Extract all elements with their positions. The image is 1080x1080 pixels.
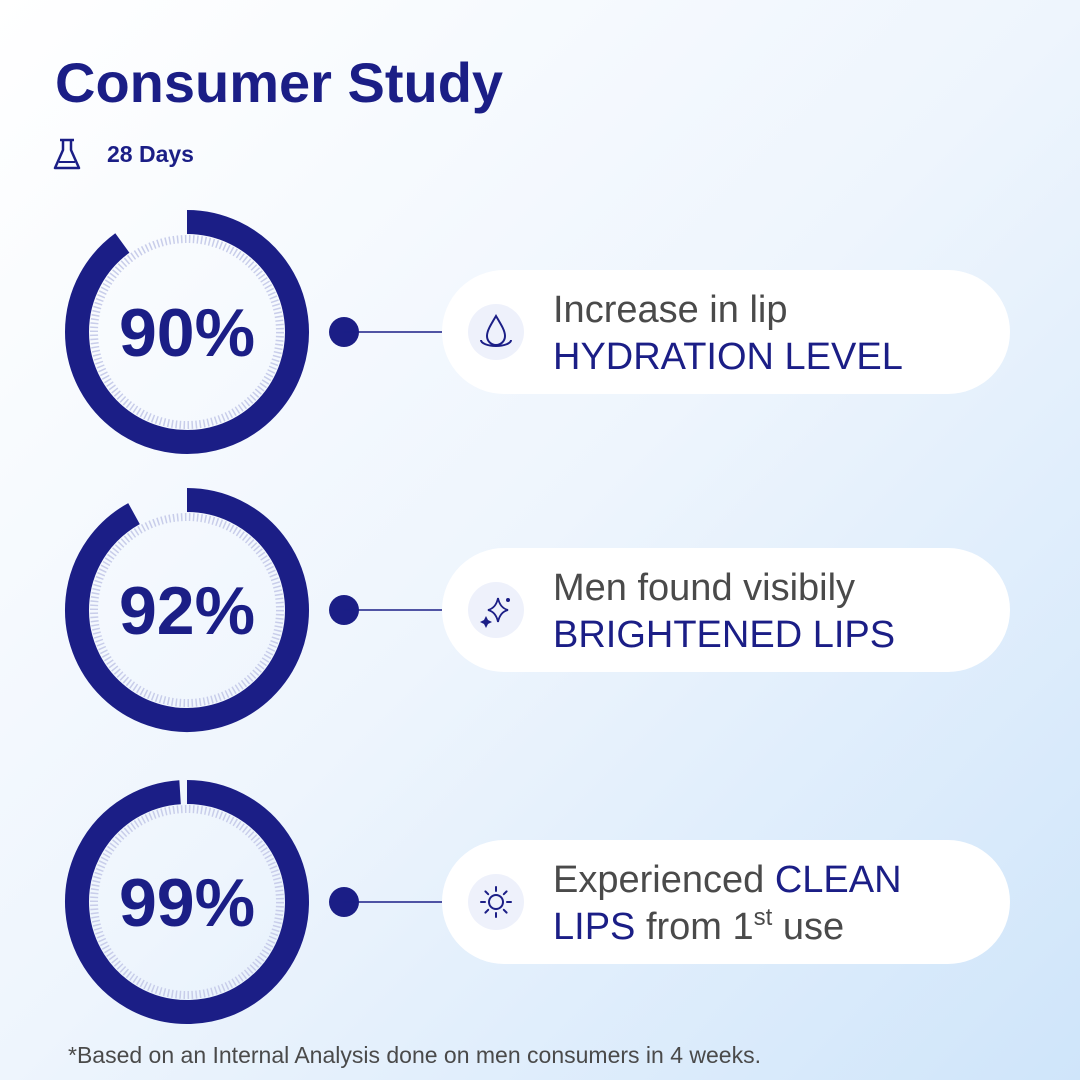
icon-bg	[468, 582, 524, 638]
stat-value: 90%	[119, 295, 255, 371]
description-line: BRIGHTENED LIPS	[553, 614, 895, 656]
ring-arc	[65, 210, 309, 454]
card	[442, 270, 1010, 394]
description-text: BRIGHTENED LIPS	[553, 614, 895, 656]
icon	[480, 314, 512, 347]
description-line: Increase in lip	[553, 289, 787, 331]
stat-value: 92%	[119, 573, 255, 649]
ring-inner-dots	[90, 805, 284, 999]
icon	[480, 597, 510, 628]
card	[442, 840, 1010, 964]
description-line: Men found visibily	[553, 567, 855, 609]
description-text: HYDRATION LEVEL	[553, 336, 903, 378]
description-line: HYDRATION LEVEL	[553, 336, 903, 378]
icon-bg	[468, 874, 524, 930]
stats: 90% Increase in lip HYDRATION LEVEL 92% Men …	[65, 210, 1010, 1024]
description-text: Experienced	[553, 859, 775, 901]
description-text: Increase in lip	[553, 289, 787, 331]
description-line: LIPS from 1st use	[553, 904, 844, 948]
card	[442, 548, 1010, 672]
ring-inner-dots	[90, 513, 284, 707]
title: Consumer Study	[55, 51, 503, 114]
description-line: Experienced CLEAN	[553, 859, 902, 901]
icon-bg	[468, 304, 524, 360]
description-text: CLEAN	[775, 859, 902, 901]
description-text: st	[754, 904, 773, 931]
description-text: from 1	[635, 906, 753, 948]
ring-arc	[65, 488, 309, 732]
stat-value: 99%	[119, 865, 255, 941]
description-text: use	[772, 906, 844, 948]
ring-inner-dots	[90, 235, 284, 429]
description-text: LIPS	[553, 906, 635, 948]
icon	[480, 886, 512, 918]
stat: 92% Men found visibily BRIGHTENED LIPS	[65, 488, 1010, 732]
ring-arc	[65, 780, 309, 1024]
description-text: Men found visibily	[553, 567, 855, 609]
duration: 28 Days	[107, 141, 194, 167]
footnote: *Based on an Internal Analysis done on m…	[68, 1042, 761, 1068]
flask-icon	[53, 138, 81, 170]
stat: 90% Increase in lip HYDRATION LEVEL	[65, 210, 1010, 454]
